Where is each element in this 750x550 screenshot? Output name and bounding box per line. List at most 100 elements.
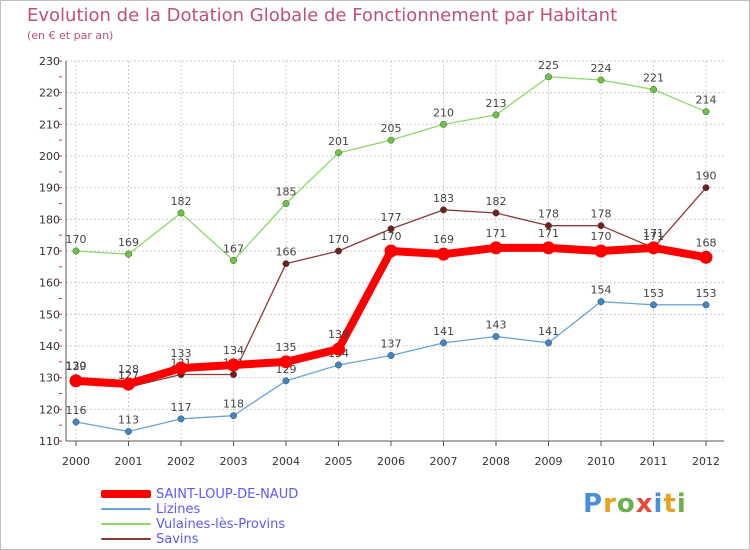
data-label: 214 [696,94,717,107]
data-point [702,108,710,116]
data-point [227,358,240,372]
data-label: 113 [118,414,139,427]
data-label: 133 [171,347,192,360]
data-point [69,374,83,388]
data-label: 221 [643,72,664,85]
data-label: 225 [538,59,559,72]
x-tick-label: 2009 [535,455,563,468]
data-point [597,76,605,84]
data-label: 182 [486,195,507,208]
data-point [594,244,608,258]
data-label: 185 [276,186,297,199]
y-tick-label: 130 [39,372,60,385]
data-label: 224 [591,62,612,75]
data-label: 143 [486,319,507,332]
data-point [492,111,500,119]
data-label: 182 [171,195,192,208]
data-point [174,361,188,375]
proxiti-logo: Proxiti [583,489,687,519]
data-label: 210 [433,106,454,119]
data-label: 171 [538,227,559,240]
logo-letter: r [603,489,617,519]
data-point [335,247,342,255]
data-point [387,352,395,359]
legend-label: Vulaines-lès-Provins [156,517,286,532]
data-point [279,355,293,369]
data-point [597,298,605,306]
logo-letter: i [676,489,687,519]
data-label: 167 [223,243,244,256]
data-point [230,257,237,264]
y-tick-label: 160 [39,277,60,290]
data-label: 183 [433,192,454,205]
x-tick-label: 2010 [587,455,615,468]
series-lizines: 116 113 117 118 129 134 137 141 143 141 154 153 153 [66,284,717,435]
data-point [545,339,552,347]
data-label: 135 [276,341,297,354]
data-point [492,209,500,217]
data-label: 169 [118,236,139,249]
y-tick-label: 180 [39,213,60,226]
y-tick-label: 220 [39,87,60,100]
x-tick-label: 2006 [377,455,405,468]
legend-label: SAINT-LOUP-DE-NAUD [156,487,299,502]
data-label: 153 [643,287,664,300]
data-point [650,301,657,309]
data-point [702,301,710,309]
logo-letter: i [653,489,664,519]
y-tick-label: 150 [39,308,60,321]
y-tick-label: 190 [39,182,60,195]
data-point [597,222,605,230]
data-label: 118 [223,398,244,411]
data-point [650,86,657,93]
data-point [122,377,135,391]
data-point [72,247,80,255]
data-label: 171 [643,230,664,243]
data-label: 213 [486,97,507,110]
x-tick-label: 2012 [692,455,720,468]
logo-letter: t [663,489,677,519]
y-tick-label: 210 [39,118,60,131]
data-point [384,244,398,258]
legend-swatch [101,490,151,498]
data-label: 153 [696,287,717,300]
y-tick-label: 140 [39,340,60,353]
data-point [282,377,290,385]
chart-title: Evolution de la Dotation Globale de Fonc… [27,5,618,26]
data-point [177,415,185,423]
data-point [699,250,713,264]
data-point [542,241,555,255]
data-label: 171 [486,227,507,240]
data-label: 178 [591,208,612,221]
x-tick-label: 2008 [482,455,510,468]
x-tick-label: 2002 [167,455,195,468]
data-label: 129 [66,360,87,373]
x-tick-label: 2000 [62,455,90,468]
data-label: 134 [223,344,244,357]
data-point [282,260,290,268]
data-label: 130 [66,360,87,373]
data-label: 154 [591,284,612,297]
data-point [332,342,345,356]
x-tick-label: 2001 [115,455,143,468]
data-point [440,120,447,128]
data-label: 141 [538,325,559,338]
data-label: 178 [538,208,559,221]
data-point [387,136,395,144]
data-point [647,241,660,255]
data-point [437,247,450,261]
data-point [387,225,395,233]
data-point [282,200,290,207]
x-tick-label: 2005 [325,455,353,468]
legend-label: Lizines [156,502,201,517]
data-label: 169 [433,233,454,246]
logo-letter: P [583,489,604,519]
data-label: 166 [276,246,297,259]
data-point [440,339,447,347]
logo-letter: o [616,489,636,519]
data-point [125,428,132,435]
data-point [125,250,132,258]
data-label: 190 [696,170,717,183]
